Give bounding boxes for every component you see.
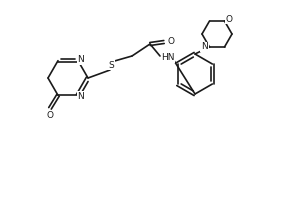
Text: S: S bbox=[108, 60, 114, 70]
Text: N: N bbox=[201, 42, 208, 51]
Text: N: N bbox=[78, 55, 84, 64]
Text: N: N bbox=[78, 92, 84, 101]
Text: HN: HN bbox=[161, 53, 175, 62]
Text: O: O bbox=[46, 111, 53, 120]
Text: O: O bbox=[226, 15, 233, 24]
Text: O: O bbox=[167, 38, 175, 46]
